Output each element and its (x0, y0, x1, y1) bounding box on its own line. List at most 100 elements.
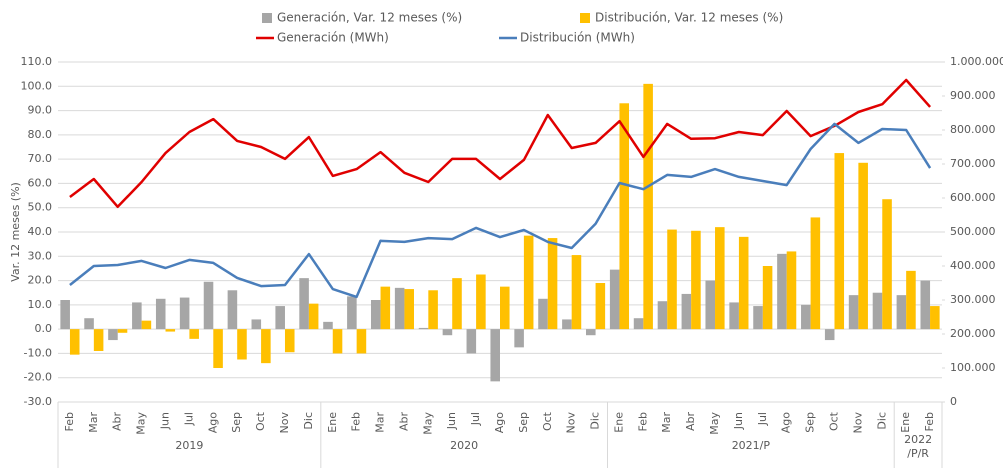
bar (203, 281, 214, 330)
y-tick-label: 0.0 (35, 322, 53, 335)
x-tick-label: Jul (182, 412, 195, 426)
y2-tick-label: 500.000 (950, 225, 996, 238)
x-tick-label: May (421, 412, 434, 435)
bar (586, 329, 596, 336)
x-tick-label: Ene (899, 412, 912, 433)
y-tick-label: 30.0 (28, 249, 53, 262)
bar (404, 289, 414, 330)
bar (60, 300, 70, 330)
bar (667, 229, 677, 330)
x-tick-label: Sep (517, 412, 530, 433)
bar (729, 302, 739, 330)
x-tick-label: Dic (875, 412, 888, 430)
y-tick-label: 70.0 (28, 152, 53, 165)
bar (428, 290, 438, 330)
bar (380, 286, 391, 330)
x-tick-label: Nov (565, 412, 578, 434)
bar (906, 270, 916, 330)
x-tick-label: Feb (63, 412, 76, 431)
bar (657, 301, 668, 330)
x-tick-label: Sep (804, 412, 817, 433)
legend-label: Distribución (MWh) (520, 31, 635, 45)
bar (858, 162, 868, 330)
legend-swatch (262, 13, 272, 23)
legend-label: Generación (MWh) (277, 31, 389, 45)
x-tick-label: Dic (589, 412, 602, 430)
y-tick-label: 40.0 (28, 225, 53, 238)
y2-tick-label: 600.000 (950, 191, 996, 204)
bar (323, 321, 333, 330)
bar (179, 297, 190, 330)
bar (442, 329, 453, 336)
bar (896, 295, 907, 330)
group-label: 2021/P (732, 439, 771, 452)
bar (920, 280, 931, 330)
x-tick-label: Feb (923, 412, 936, 431)
line (69, 78, 932, 209)
y2-tick-label: 900.000 (950, 89, 996, 102)
bar (571, 255, 582, 330)
x-tick-label: May (135, 412, 148, 435)
bar (777, 253, 787, 330)
x-tick-label: Jun (732, 412, 745, 430)
x-tick-label: Ene (326, 412, 339, 433)
bar (213, 329, 223, 368)
bar (452, 278, 462, 330)
bar (299, 278, 309, 330)
y-tick-label: -10.0 (24, 346, 52, 359)
group-label: 2022 (904, 433, 932, 446)
legend-swatch (580, 13, 590, 23)
bar (332, 329, 343, 354)
bar (476, 274, 486, 330)
bar (619, 103, 630, 330)
y2-tick-label: 400.000 (950, 259, 996, 272)
y-tick-label: 100.0 (21, 79, 53, 92)
bar (237, 329, 247, 360)
line (69, 122, 932, 299)
bar (872, 292, 883, 330)
x-tick-label: Abr (397, 412, 410, 432)
bar (848, 295, 859, 330)
bar (514, 329, 524, 348)
x-tick-label: Jun (445, 412, 458, 430)
x-tick-label: Abr (684, 412, 697, 432)
x-tick-label: Mar (660, 412, 673, 433)
y2-tick-label: 700.000 (950, 157, 996, 170)
y-tick-label: 20.0 (28, 274, 53, 287)
x-tick-label: Mar (374, 412, 387, 433)
bar (738, 236, 749, 330)
bar (930, 306, 940, 330)
y2-tick-label: 300.000 (950, 293, 996, 306)
bar (753, 306, 763, 330)
x-tick-label: Ago (206, 412, 219, 434)
bar (824, 329, 835, 341)
bar (132, 302, 142, 330)
bar (882, 199, 892, 330)
bar (547, 238, 558, 330)
bar (681, 293, 692, 330)
bar (418, 327, 429, 330)
bar (810, 217, 821, 330)
x-tick-label: Feb (636, 412, 649, 431)
bar (189, 329, 199, 339)
bar (466, 329, 477, 354)
bar (715, 227, 725, 330)
x-tick-label: Oct (254, 411, 267, 431)
y-tick-label: 90.0 (28, 104, 53, 117)
bar (69, 329, 80, 355)
bar (562, 319, 572, 330)
y-tick-label: 110.0 (21, 55, 53, 68)
bar (595, 283, 606, 330)
x-tick-label: Mar (87, 412, 100, 433)
bar (834, 153, 845, 330)
bar (633, 318, 644, 330)
legend-label: Generación, Var. 12 meses (%) (277, 11, 462, 25)
bar (490, 329, 500, 382)
bar (370, 300, 381, 330)
bar (155, 298, 166, 330)
x-tick-label: Ago (780, 412, 793, 434)
x-tick-label: Jun (159, 412, 172, 430)
bar (643, 83, 653, 330)
x-tick-label: Ago (493, 412, 506, 434)
